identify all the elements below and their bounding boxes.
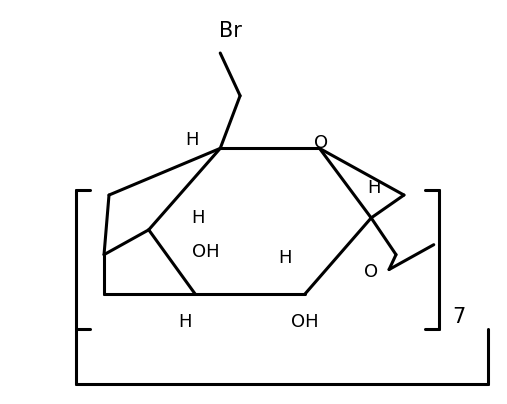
Text: 7: 7 [452,307,465,327]
Text: O: O [314,135,329,152]
Text: H: H [186,131,199,149]
Text: Br: Br [219,21,242,41]
Text: H: H [278,248,292,267]
Text: H: H [179,313,192,331]
Text: H: H [368,179,381,197]
Text: OH: OH [192,243,219,261]
Text: H: H [192,209,205,227]
Text: OH: OH [291,313,318,331]
Text: O: O [364,263,378,280]
